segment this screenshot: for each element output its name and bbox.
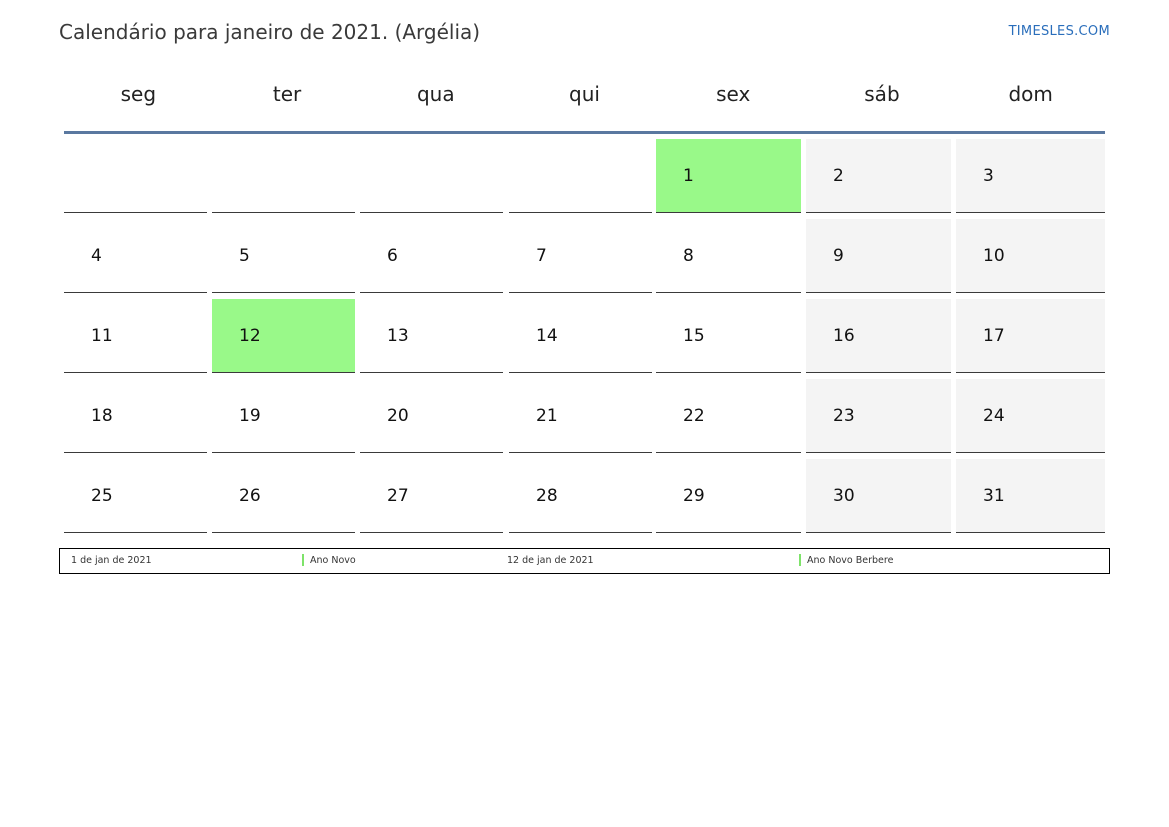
day-cell-weekend: 23: [806, 379, 951, 453]
day-number: 27: [387, 486, 409, 506]
day-number: 15: [683, 326, 705, 346]
day-number: 11: [91, 326, 113, 346]
day-number: 3: [983, 166, 994, 186]
day-cell-weekend: 16: [806, 299, 951, 373]
day-number: 9: [833, 246, 844, 266]
day-cell: 4: [64, 219, 207, 293]
day-cell: 19: [212, 379, 355, 453]
brand-link[interactable]: TIMESLES.COM: [1008, 24, 1110, 39]
day-cell: [64, 139, 207, 213]
weekday-fri: sex: [716, 82, 751, 106]
day-cell: 15: [656, 299, 801, 373]
day-cell-weekend: 30: [806, 459, 951, 533]
week-row: 11 12 13 14 15 16 17: [64, 299, 1109, 379]
day-number: 30: [833, 486, 855, 506]
day-cell: 5: [212, 219, 355, 293]
day-cell: [509, 139, 652, 213]
day-cell-holiday: 12: [212, 299, 355, 373]
day-cell: 7: [509, 219, 652, 293]
day-number: 1: [683, 166, 694, 186]
day-number: 7: [536, 246, 547, 266]
weekday-sat: sáb: [864, 82, 900, 106]
holiday-date: 12 de jan de 2021: [507, 555, 594, 566]
day-cell: 27: [360, 459, 503, 533]
day-cell: [212, 139, 355, 213]
day-number: 10: [983, 246, 1005, 266]
day-number: 4: [91, 246, 102, 266]
weekday-thu: qui: [569, 82, 600, 106]
day-cell-weekend: 2: [806, 139, 951, 213]
day-number: 16: [833, 326, 855, 346]
weekday-wed: qua: [416, 82, 455, 106]
day-number: 21: [536, 406, 558, 426]
day-number: 14: [536, 326, 558, 346]
header-divider: [64, 131, 1105, 134]
day-cell: 8: [656, 219, 801, 293]
week-row: 1 2 3: [64, 139, 1109, 219]
week-row: 4 5 6 7 8 9 10: [64, 219, 1109, 299]
holiday-name: Ano Novo: [310, 555, 356, 566]
weekday-header: seg ter qua qui sex sáb dom: [64, 82, 1105, 114]
day-cell: 21: [509, 379, 652, 453]
day-cell-weekend: 31: [956, 459, 1105, 533]
day-cell: 26: [212, 459, 355, 533]
day-number: 29: [683, 486, 705, 506]
day-number: 2: [833, 166, 844, 186]
day-cell: [360, 139, 503, 213]
holiday-marker: [302, 554, 304, 566]
weekday-tue: ter: [272, 82, 302, 106]
day-number: 13: [387, 326, 409, 346]
day-number: 24: [983, 406, 1005, 426]
day-number: 19: [239, 406, 261, 426]
day-cell: 28: [509, 459, 652, 533]
day-cell-holiday: 1: [656, 139, 801, 213]
day-cell-weekend: 24: [956, 379, 1105, 453]
day-number: 18: [91, 406, 113, 426]
day-cell-weekend: 3: [956, 139, 1105, 213]
day-number: 20: [387, 406, 409, 426]
holiday-name: Ano Novo Berbere: [807, 555, 894, 566]
day-number: 5: [239, 246, 250, 266]
day-cell: 22: [656, 379, 801, 453]
day-cell: 29: [656, 459, 801, 533]
day-number: 23: [833, 406, 855, 426]
day-number: 8: [683, 246, 694, 266]
holiday-date: 1 de jan de 2021: [71, 555, 152, 566]
day-number: 6: [387, 246, 398, 266]
day-cell-weekend: 17: [956, 299, 1105, 373]
day-cell-weekend: 9: [806, 219, 951, 293]
day-cell: 6: [360, 219, 503, 293]
day-cell: 18: [64, 379, 207, 453]
calendar-grid: 1 2 3 4 5 6 7 8 9 10 11 12 13 14 15 16 1…: [64, 139, 1109, 539]
day-cell: 11: [64, 299, 207, 373]
week-row: 18 19 20 21 22 23 24: [64, 379, 1109, 459]
weekday-mon: seg: [120, 82, 157, 106]
day-cell: 25: [64, 459, 207, 533]
weekday-sun: dom: [1008, 82, 1053, 106]
day-number: 22: [683, 406, 705, 426]
day-number: 17: [983, 326, 1005, 346]
day-number: 26: [239, 486, 261, 506]
day-number: 12: [239, 326, 261, 346]
day-number: 25: [91, 486, 113, 506]
holiday-legend: 1 de jan de 2021 Ano Novo 12 de jan de 2…: [59, 548, 1110, 574]
day-cell: 13: [360, 299, 503, 373]
day-cell: 14: [509, 299, 652, 373]
day-cell: 20: [360, 379, 503, 453]
page-title: Calendário para janeiro de 2021. (Argéli…: [59, 20, 481, 44]
holiday-marker: [799, 554, 801, 566]
week-row: 25 26 27 28 29 30 31: [64, 459, 1109, 539]
day-number: 31: [983, 486, 1005, 506]
day-cell-weekend: 10: [956, 219, 1105, 293]
day-number: 28: [536, 486, 558, 506]
